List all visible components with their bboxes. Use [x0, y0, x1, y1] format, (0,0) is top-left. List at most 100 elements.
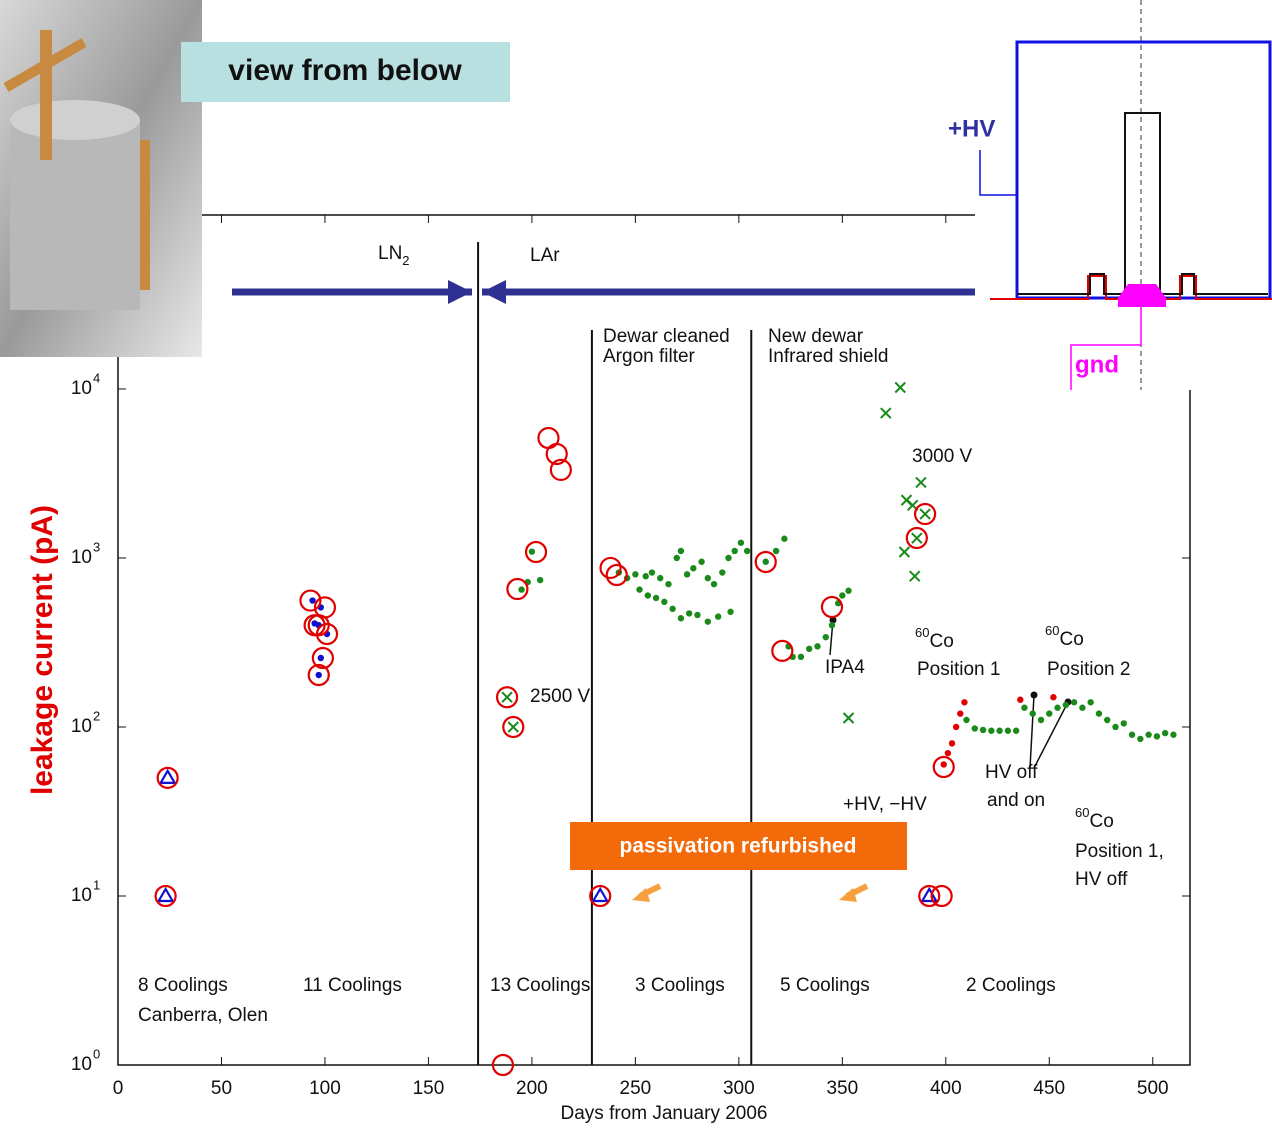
- data-point: [1079, 705, 1085, 711]
- x-tick-label: 400: [930, 1078, 962, 1099]
- hv-label: +HV: [948, 115, 995, 142]
- data-point: [502, 692, 512, 702]
- data-point: [1145, 732, 1151, 738]
- annotation: Position 2: [1047, 659, 1130, 680]
- data-point: [912, 533, 922, 543]
- y-tick-label: 10: [71, 716, 92, 737]
- data-point: [694, 612, 700, 618]
- annotation-text: IPA4: [825, 657, 865, 678]
- data-point: [518, 586, 524, 592]
- annotation-text: Co: [929, 631, 953, 652]
- annotation-text: 3 Coolings: [635, 975, 725, 996]
- data-point: [844, 713, 854, 723]
- annotation-arrow-head: [1031, 692, 1038, 699]
- data-point: [738, 540, 744, 546]
- data-point: [763, 559, 769, 565]
- data-point: [895, 383, 905, 393]
- annotation-text: Dewar cleaned: [603, 326, 730, 347]
- data-point: [920, 509, 930, 519]
- data-point: [665, 581, 671, 587]
- data-point: [980, 727, 986, 733]
- gnd-label: gnd: [1075, 351, 1119, 378]
- data-point: [678, 548, 684, 554]
- y-tick-exponent: 2: [93, 708, 100, 723]
- annotation-text: 8 Coolings: [138, 975, 228, 996]
- annotation-text: 13 Coolings: [490, 975, 590, 996]
- data-point: [957, 710, 963, 716]
- data-point: [684, 571, 690, 577]
- data-point: [814, 643, 820, 649]
- y-tick-exponent: 1: [93, 877, 100, 892]
- annotation: 8 Coolings: [138, 975, 228, 996]
- data-point: [653, 595, 659, 601]
- data-point: [645, 592, 651, 598]
- annotation-sup: 60: [915, 625, 929, 640]
- annotation-text: 11 Coolings: [303, 975, 402, 996]
- x-tick-label: 300: [723, 1078, 755, 1099]
- data-point: [823, 634, 829, 640]
- x-tick-label: 150: [413, 1078, 445, 1099]
- x-tick-label: 50: [211, 1078, 232, 1099]
- data-point: [961, 699, 967, 705]
- data-point: [1162, 730, 1168, 736]
- data-point: [1096, 710, 1102, 716]
- data-point: [508, 722, 518, 732]
- data-point: [1104, 717, 1110, 723]
- data-point: [1050, 694, 1056, 700]
- annotation-sup: 60: [1075, 805, 1089, 820]
- data-point: [744, 548, 750, 554]
- data-point: [932, 886, 952, 906]
- data-point: [661, 599, 667, 605]
- annotation-text: HV off: [985, 762, 1038, 783]
- annotation: 2 Coolings: [966, 975, 1056, 996]
- annotation: 13 Coolings: [490, 975, 590, 996]
- data-point: [781, 536, 787, 542]
- x-tick-label: 250: [620, 1078, 652, 1099]
- data-point: [643, 573, 649, 579]
- annotation-text: +HV, −HV: [843, 794, 927, 815]
- data-point: [822, 597, 842, 617]
- data-point: [725, 555, 731, 561]
- data-point: [899, 547, 909, 557]
- annotation: 5 Coolings: [780, 975, 870, 996]
- data-point: [1005, 728, 1011, 734]
- data-point: [678, 615, 684, 621]
- annotation: 60Co: [1045, 623, 1084, 650]
- data-point: [1046, 710, 1052, 716]
- data-point: [881, 408, 891, 418]
- data-point: [910, 571, 920, 581]
- page: 0501001502002503003504004505001001011021…: [0, 0, 1272, 1131]
- data-point: [773, 548, 779, 554]
- data-point: [963, 717, 969, 723]
- data-point: [988, 728, 994, 734]
- annotation: 3000 V: [912, 446, 973, 467]
- data-point: [732, 548, 738, 554]
- data-point: [715, 613, 721, 619]
- data-point: [1063, 702, 1069, 708]
- y-tick-label: 10: [71, 378, 92, 399]
- y-tick-exponent: 4: [93, 370, 100, 385]
- data-point: [537, 577, 543, 583]
- x-axis-label: Days from January 2006: [561, 1103, 768, 1124]
- data-point: [727, 609, 733, 615]
- arrow-head: [448, 280, 472, 304]
- annotation-sub: 2: [402, 253, 409, 268]
- annotation-text: and on: [987, 790, 1045, 811]
- data-point: [657, 575, 663, 581]
- data-point: [839, 592, 845, 598]
- data-point: [1021, 705, 1027, 711]
- x-tick-label: 200: [516, 1078, 548, 1099]
- data-point: [711, 581, 717, 587]
- data-point: [593, 889, 607, 901]
- y-tick-label: 10: [71, 1054, 92, 1075]
- data-point: [1087, 699, 1093, 705]
- annotation: 11 Coolings: [303, 975, 402, 996]
- data-point: [1129, 732, 1135, 738]
- annotation: Infrared shield: [768, 346, 888, 367]
- annotation-text: Position 1: [917, 659, 1000, 680]
- y-tick-label: 10: [71, 547, 92, 568]
- x-tick-label: 500: [1137, 1078, 1169, 1099]
- photo-caption: view from below: [228, 54, 462, 87]
- annotation: Position 1,: [1075, 841, 1164, 862]
- data-point: [945, 750, 951, 756]
